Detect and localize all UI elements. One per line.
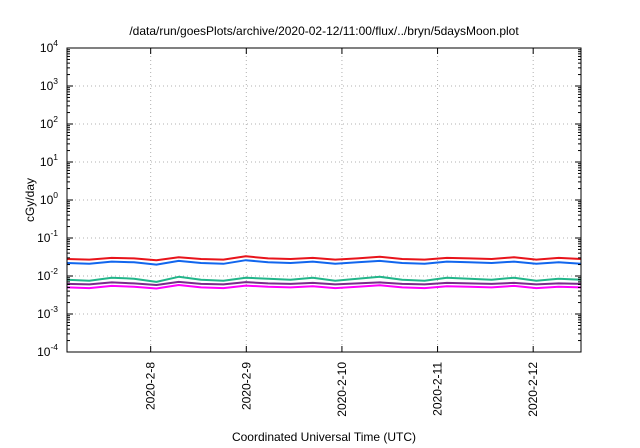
y-axis-label: cGy/day [23,178,37,222]
grid [67,48,581,352]
y-tick-label: 102 [40,114,58,131]
chart-title: /data/run/goesPlots/archive/2020-02-12/1… [129,24,519,38]
x-tick-label: 2020-2-8 [144,362,158,410]
y-tick-label: 10-3 [37,304,58,321]
series-line [66,255,582,262]
y-tick-label: 10-4 [37,342,58,359]
y-tick-label: 100 [40,190,58,207]
x-tick-label: 2020-2-11 [431,362,445,416]
series-line [66,280,582,286]
y-tick-label: 101 [40,152,58,169]
x-axis-label: Coordinated Universal Time (UTC) [232,430,416,444]
series-line [66,259,582,266]
x-tick-label: 2020-2-9 [239,362,253,410]
x-axis: 2020-2-8 2020-2-9 2020-2-10 2020-2-11 2020-2… [144,48,540,417]
y-tick-label: 103 [40,76,58,93]
y-tick-label: 104 [40,38,58,55]
y-tick-label: 10-2 [37,266,58,283]
x-tick-label: 2020-2-10 [335,362,349,417]
y-axis: 10-4 10-3 10-2 10-1 100 101 102 103 104 [37,38,581,359]
series-line [66,284,582,290]
x-tick-label: 2020-2-12 [526,362,540,417]
series-line [66,275,582,283]
y-tick-label: 10-1 [37,228,58,245]
series-lines [66,255,582,290]
